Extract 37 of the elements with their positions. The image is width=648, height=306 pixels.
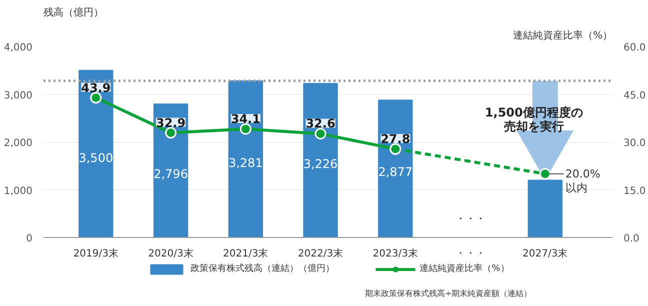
- data-label: 32.9: [156, 116, 186, 130]
- data-label: 27.8: [380, 132, 410, 146]
- data-label: 34.1: [230, 112, 260, 126]
- data-label: 3,226: [303, 157, 338, 172]
- x-tick-label: 2021/3末: [223, 248, 268, 260]
- x-tick-label: 2019/3末: [73, 248, 119, 260]
- y2-tick-label: 0.0: [624, 234, 640, 244]
- x-tick-label: 2027/3末: [522, 248, 568, 260]
- annotation: 1,500億円程度の: [484, 105, 583, 120]
- text: 期末政策保有株式残高÷期末純資産額（連結）: [364, 289, 532, 298]
- data-label: 2,877: [378, 165, 413, 180]
- y-tick-label: 3,000: [4, 90, 33, 102]
- legend-label: 政策保有株式残高（連結）（億円）: [190, 262, 335, 275]
- y2-tick-label: 45.0: [624, 90, 646, 102]
- y-tick-label: 2,000: [4, 138, 33, 149]
- x-tick-label: 2023/3末: [372, 248, 418, 260]
- y2-axis-title: 連結純資産比率（%）: [513, 30, 613, 42]
- data-label: 3,500: [78, 150, 114, 165]
- data-label: 43.9: [81, 80, 111, 95]
- annotation: 以内: [565, 181, 588, 194]
- y2-tick-label: 60.0: [624, 42, 646, 54]
- data-label: 3,281: [228, 156, 263, 170]
- y-tick-label: 4,000: [4, 42, 33, 54]
- legend-label: 連結純資産比率（%）: [420, 262, 510, 275]
- annotation: ・・・: [455, 214, 486, 225]
- y-axis-title: 残高（億円）: [44, 6, 104, 18]
- y2-tick-label: 30.0: [624, 138, 646, 149]
- x-tick-label: 2020/3末: [148, 248, 194, 260]
- data-label: 2,796: [154, 166, 188, 181]
- data-label: 32.6: [306, 116, 336, 131]
- annotation: 20.0%: [565, 167, 600, 180]
- annotation: 売却を実行: [504, 120, 564, 134]
- y-tick-label: 0: [26, 234, 33, 244]
- y2-tick-label: 15.0: [624, 186, 646, 197]
- y-tick-label: 1,000: [4, 186, 33, 197]
- x-tick-label: ・・・: [455, 248, 486, 260]
- x-tick-label: 2022/3末: [298, 248, 344, 260]
